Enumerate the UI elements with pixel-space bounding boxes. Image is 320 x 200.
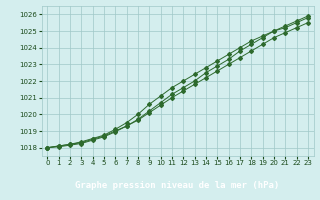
Text: Graphe pression niveau de la mer (hPa): Graphe pression niveau de la mer (hPa) bbox=[76, 182, 280, 190]
